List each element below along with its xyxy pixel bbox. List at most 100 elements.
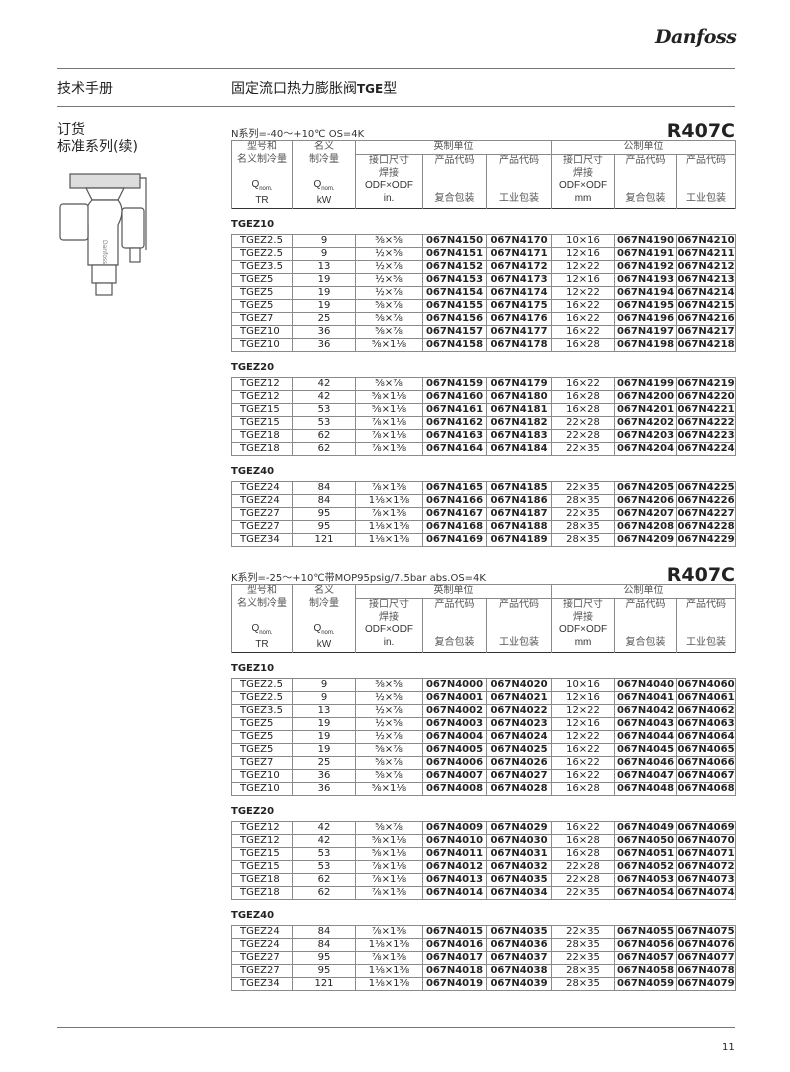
table-row: TGEZ27 95 1⅛×1⅜ 067N4018 067N4038 28×35 067N40… [231, 963, 736, 978]
cell-model: TGEZ10 [231, 337, 293, 352]
cell-model: TGEZ15 [231, 415, 293, 430]
cell-code-multi-pack: 067N4055 [614, 924, 677, 939]
cell-code-multi-pack: 067N4002 [422, 703, 487, 718]
cell-code-industrial-pack: 067N4174 [486, 285, 552, 300]
col-model: 型号和 名义制冷量 Qnom. TR [231, 140, 293, 208]
cell-code-industrial-pack: 067N4075 [676, 924, 736, 939]
group-label: TGEZ40 [231, 465, 275, 477]
cell-capacity-kw: 84 [292, 937, 356, 952]
cell-capacity-kw: 13 [292, 703, 356, 718]
cell-connection-mm: 22×28 [551, 428, 615, 443]
cell-capacity-kw: 42 [292, 389, 356, 404]
cap-l2: 制冷量 [309, 153, 339, 165]
table-row: TGEZ5 19 ⅝×⅞ 067N4155 067N4175 16×22 067N4195 0… [231, 298, 736, 313]
cell-model: TGEZ5 [231, 298, 293, 313]
table-row: TGEZ5 19 ⅝×⅞ 067N4005 067N4025 16×22 067N4045 0… [231, 742, 736, 757]
pack-multi: 复合包装 [625, 636, 666, 648]
table-row: TGEZ2.5 9 ½×⅝ 067N4001 067N4021 12×16 067N4041… [231, 690, 736, 705]
cell-capacity-kw: 62 [292, 885, 356, 900]
cell-code-industrial-pack: 067N4214 [676, 285, 736, 300]
q-sub: nom. [321, 185, 335, 192]
cell-connection-in: ½×⅝ [355, 716, 423, 731]
conn-l1: 接口尺寸 [369, 155, 409, 167]
cell-code-multi-pack: 067N4164 [422, 441, 487, 456]
svg-text:Danfoss: Danfoss [101, 240, 108, 264]
cell-capacity-kw: 19 [292, 298, 356, 313]
cell-code-multi-pack: 067N4158 [422, 337, 487, 352]
cell-code-industrial-pack: 067N4180 [486, 389, 552, 404]
cell-code-industrial-pack: 067N4219 [676, 376, 736, 391]
cell-code-multi-pack: 067N4019 [422, 976, 487, 991]
cell-code-industrial-pack: 067N4034 [486, 885, 552, 900]
cell-connection-mm: 16×22 [551, 755, 615, 770]
cell-connection-mm: 12×16 [551, 716, 615, 731]
cell-capacity-kw: 121 [292, 532, 356, 547]
cell-code-multi-pack: 067N4150 [422, 233, 487, 248]
cell-code-industrial-pack: 067N4218 [676, 337, 736, 352]
cell-code-industrial-pack: 067N4221 [676, 402, 736, 417]
cell-capacity-kw: 19 [292, 742, 356, 757]
cell-code-multi-pack: 067N4044 [614, 729, 677, 744]
cell-code-industrial-pack: 067N4178 [486, 337, 552, 352]
unit-kw: kW [316, 639, 332, 650]
cell-capacity-kw: 9 [292, 246, 356, 261]
cell-model: TGEZ10 [231, 781, 293, 796]
col-capacity: 名义 制冷量 Qnom. kW [292, 140, 356, 208]
cell-connection-mm: 10×16 [551, 233, 615, 248]
cell-model: TGEZ18 [231, 872, 293, 887]
cell-code-multi-pack: 067N4053 [614, 872, 677, 887]
cell-code-industrial-pack: 067N4220 [676, 389, 736, 404]
cell-code-industrial-pack: 067N4228 [676, 519, 736, 534]
cell-connection-in: ⅞×1⅜ [355, 506, 423, 521]
cell-code-industrial-pack: 067N4032 [486, 859, 552, 874]
cell-model: TGEZ12 [231, 389, 293, 404]
cell-capacity-kw: 62 [292, 428, 356, 443]
table-row: TGEZ12 42 ⅝×⅞ 067N4009 067N4029 16×22 067N4049… [231, 820, 736, 835]
model-l2: 名义制冷量 [237, 153, 287, 165]
cell-code-multi-pack: 067N4000 [422, 677, 487, 692]
cell-code-industrial-pack: 067N4070 [676, 833, 736, 848]
cell-code-multi-pack: 067N4208 [614, 519, 677, 534]
series-condition: N系列=-40～+10℃ OS=4K [231, 129, 365, 140]
group-label: TGEZ20 [231, 805, 275, 817]
cell-model: TGEZ2.5 [231, 246, 293, 261]
cell-code-industrial-pack: 067N4061 [676, 690, 736, 705]
cell-code-multi-pack: 067N4043 [614, 716, 677, 731]
table-row: TGEZ18 62 ⅞×1⅛ 067N4013 067N4035 22×28 067N405… [231, 872, 736, 887]
cell-code-multi-pack: 067N4050 [614, 833, 677, 848]
cell-capacity-kw: 95 [292, 950, 356, 965]
cell-connection-in: ½×⅞ [355, 729, 423, 744]
cell-connection-in: ⅞×1⅜ [355, 950, 423, 965]
cell-connection-mm: 22×35 [551, 480, 615, 495]
cell-capacity-kw: 53 [292, 859, 356, 874]
table-row: TGEZ10 36 ⅝×1⅛ 067N4158 067N4178 16×28 067N419… [231, 337, 736, 352]
cell-code-multi-pack: 067N4009 [422, 820, 487, 835]
cell-capacity-kw: 121 [292, 976, 356, 991]
cell-code-multi-pack: 067N4011 [422, 846, 487, 861]
cell-connection-in: ⅝×1⅛ [355, 833, 423, 848]
cell-code-industrial-pack: 067N4025 [486, 742, 552, 757]
imperial-label: 英制单位 [433, 585, 474, 596]
cell-code-multi-pack: 067N4156 [422, 311, 487, 326]
cell-connection-mm: 22×28 [551, 859, 615, 874]
table-row: TGEZ15 53 ⅞×1⅛ 067N4012 067N4032 22×28 067N405… [231, 859, 736, 874]
cell-code-industrial-pack: 067N4036 [486, 937, 552, 952]
title-suffix: 型 [383, 81, 398, 97]
cell-connection-mm: 12×16 [551, 246, 615, 261]
cell-code-multi-pack: 067N4196 [614, 311, 677, 326]
cell-code-industrial-pack: 067N4060 [676, 677, 736, 692]
cell-connection-in: ⅞×1⅛ [355, 859, 423, 874]
cell-connection-mm: 22×35 [551, 950, 615, 965]
cell-code-industrial-pack: 067N4029 [486, 820, 552, 835]
cell-code-industrial-pack: 067N4038 [486, 963, 552, 978]
cell-code-industrial-pack: 067N4176 [486, 311, 552, 326]
cell-code-multi-pack: 067N4191 [614, 246, 677, 261]
cell-code-industrial-pack: 067N4022 [486, 703, 552, 718]
cell-code-multi-pack: 067N4163 [422, 428, 487, 443]
cell-connection-mm: 16×28 [551, 833, 615, 848]
cell-connection-mm: 22×35 [551, 885, 615, 900]
cell-connection-mm: 22×35 [551, 506, 615, 521]
cell-connection-mm: 28×35 [551, 937, 615, 952]
cell-model: TGEZ5 [231, 729, 293, 744]
cell-capacity-kw: 36 [292, 768, 356, 783]
